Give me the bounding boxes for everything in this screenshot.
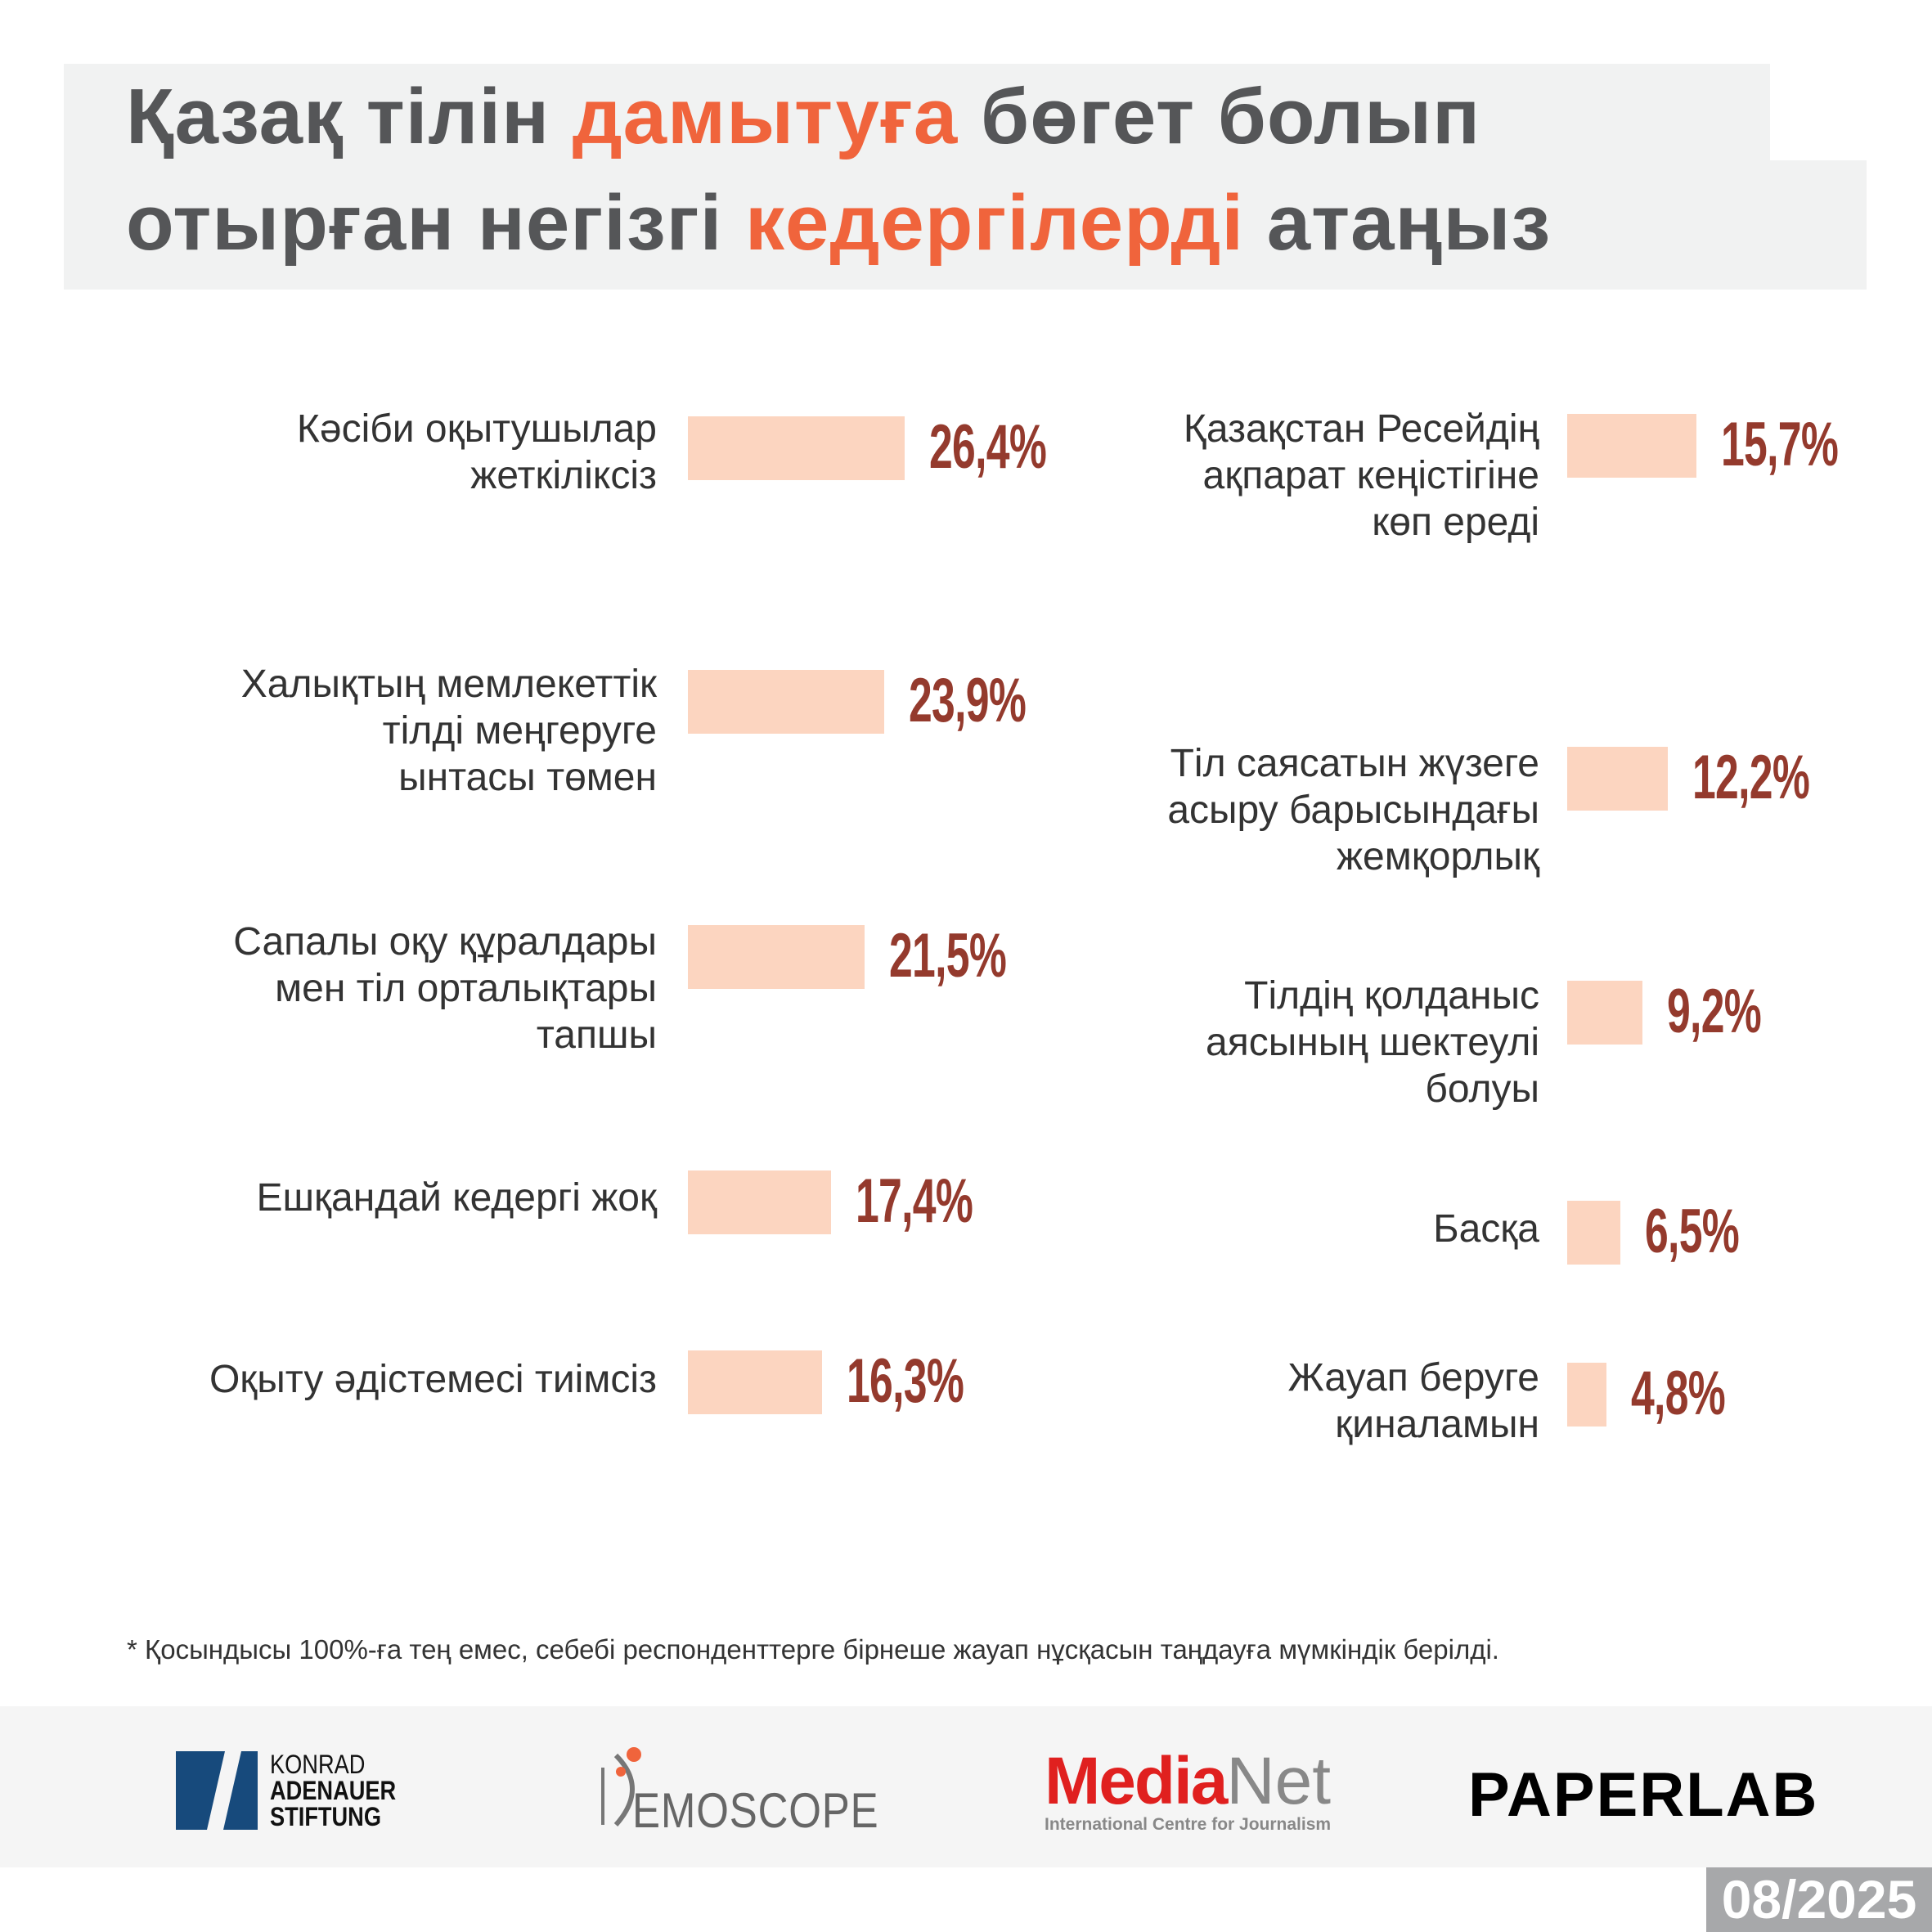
- bar-label: Ешқандай кедергі жоқ: [256, 1176, 657, 1220]
- bar-label: Жауап беруге қиналамын: [1287, 1356, 1539, 1446]
- value-label: 4,8%: [1631, 1359, 1726, 1428]
- bar-label: Оқыту әдістемесі тиімсіз: [209, 1358, 657, 1401]
- title-background: [64, 64, 1770, 162]
- bar: [1567, 414, 1696, 478]
- demoscope-text: EMOSCOPE: [632, 1783, 879, 1838]
- footer-logos: KONRAD ADENAUER STIFTUNG EMOSCOPE MediaN…: [0, 1706, 1932, 1867]
- bar-label: Басқа: [1433, 1207, 1539, 1251]
- kas-text: ADENAUER: [270, 1776, 397, 1805]
- medianet-text: Net: [1226, 1744, 1331, 1818]
- paperlab-logo: PAPERLAB: [1468, 1760, 1819, 1830]
- value-label: 17,4%: [855, 1166, 973, 1236]
- value-label: 15,7%: [1720, 410, 1839, 479]
- kas-text: KONRAD: [270, 1750, 366, 1779]
- value-label: 12,2%: [1692, 743, 1810, 812]
- bar: [688, 1350, 822, 1414]
- medianet-text: Media: [1045, 1744, 1228, 1818]
- demoscope-logo: EMOSCOPE: [600, 1743, 878, 1838]
- title-text: бөгет болып: [958, 73, 1481, 160]
- footnote: * Қосындысы 100%-ға тең емес, себебі рес…: [127, 1634, 1499, 1665]
- title-highlight: кедергілерді: [745, 179, 1245, 267]
- bar: [1567, 1201, 1621, 1265]
- demoscope-mark-icon: [601, 1747, 641, 1826]
- title-text: отырған негізгі: [126, 179, 745, 267]
- value-label: 6,5%: [1645, 1197, 1740, 1266]
- bar: [688, 670, 885, 734]
- title-text: атаңыз: [1244, 179, 1552, 267]
- bar-label: Тілдің қолданыс аясының шектеулі болуы: [1206, 974, 1539, 1111]
- value-label: 26,4%: [929, 412, 1047, 482]
- page-title-line-2: отырған негізгі кедергілерді атаңыз: [126, 178, 1551, 268]
- title-highlight: дамытуға: [572, 73, 959, 160]
- kas-logo: KONRAD ADENAUER STIFTUNG: [176, 1751, 396, 1834]
- bar-label: Тіл саясатын жүзеге асыру барысындағы же…: [1167, 742, 1539, 878]
- bar: [1567, 1363, 1607, 1427]
- value-label: 9,2%: [1667, 977, 1762, 1046]
- medianet-logo: MediaNet International Centre for Journa…: [1045, 1743, 1331, 1835]
- bar-label: Қазақстан Ресейдің ақпарат кеңістігіне к…: [1183, 407, 1539, 544]
- value-label: 21,5%: [889, 921, 1007, 991]
- title-text: Қазақ тілін: [126, 73, 573, 160]
- bar: [688, 1170, 831, 1234]
- bar: [1567, 747, 1668, 811]
- value-label: 23,9%: [909, 666, 1027, 735]
- kas-mark-icon: [176, 1751, 258, 1830]
- bar: [1567, 981, 1643, 1045]
- medianet-subtitle: International Centre for Journalism: [1045, 1815, 1332, 1834]
- bar-label: Халықтың мемлекеттік тілді меңгеруге ынт…: [240, 663, 657, 799]
- bar: [688, 925, 865, 989]
- date-badge: 08/2025: [1706, 1867, 1932, 1932]
- value-label: 16,3%: [846, 1346, 964, 1416]
- bar-label: Сапалы оқу құралдары мен тіл орталықтары…: [233, 920, 657, 1057]
- bar: [688, 416, 905, 480]
- title-background: [64, 160, 1867, 290]
- bar-label: Кәсіби оқытушылар жеткіліксіз: [296, 407, 657, 497]
- kas-text: STIFTUNG: [270, 1802, 381, 1831]
- page-title-line-1: Қазақ тілін дамытуға бөгет болып: [126, 72, 1480, 162]
